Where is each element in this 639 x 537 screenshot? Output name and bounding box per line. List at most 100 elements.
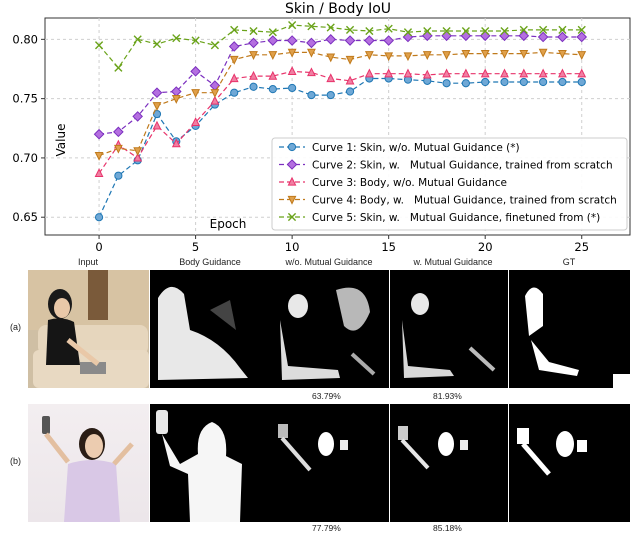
iou-wo-b: 77.79% <box>312 523 341 533</box>
data-point <box>539 77 548 87</box>
data-point <box>500 68 509 78</box>
data-point <box>537 31 549 43</box>
legend-marker <box>287 195 297 205</box>
data-point <box>171 138 181 148</box>
iou-w-a: 81.93% <box>433 391 462 401</box>
data-point <box>249 51 258 60</box>
data-point <box>171 95 181 104</box>
data-point <box>307 90 316 100</box>
data-point <box>345 55 355 65</box>
data-point <box>248 37 259 49</box>
y-axis-label: Value <box>54 124 68 157</box>
legend-label: Curve 3: Body, w/o. Mutual Guidance <box>312 177 507 189</box>
data-point <box>558 49 567 59</box>
data-point <box>480 68 490 78</box>
data-point <box>268 70 278 80</box>
x-tick-label: 20 <box>478 240 493 254</box>
col-label-wo-mutual: w/o. Mutual Guidance <box>285 257 373 267</box>
data-point <box>500 77 509 87</box>
data-point <box>268 51 278 60</box>
data-point <box>538 48 548 58</box>
legend-box <box>271 137 628 231</box>
data-point <box>210 89 220 98</box>
data-point <box>345 25 355 34</box>
data-point <box>481 26 490 36</box>
data-point <box>364 68 374 78</box>
x-tick-label: 0 <box>95 240 102 254</box>
data-point <box>190 66 201 77</box>
data-point <box>576 31 588 43</box>
data-point <box>384 68 394 78</box>
data-point <box>442 68 451 78</box>
data-point <box>249 70 258 80</box>
data-point <box>133 35 142 44</box>
data-point <box>230 88 239 97</box>
row-label-b: (b) <box>10 456 21 466</box>
data-point <box>383 35 394 46</box>
data-point <box>133 147 143 157</box>
legend-marker <box>287 212 297 222</box>
data-point <box>306 37 317 49</box>
x-axis-label: Epoch <box>210 217 247 231</box>
data-point <box>558 68 567 78</box>
data-point <box>249 82 258 91</box>
data-point <box>480 49 490 59</box>
data-point <box>94 168 104 177</box>
data-point <box>365 26 374 36</box>
data-point <box>229 73 239 83</box>
data-point <box>344 35 356 46</box>
data-point <box>325 34 337 45</box>
series-line <box>98 24 582 69</box>
data-point <box>577 77 586 87</box>
iou-wo-a: 63.79% <box>312 391 341 401</box>
legend-marker <box>287 142 297 152</box>
data-point <box>442 26 451 36</box>
data-point <box>461 68 471 78</box>
person-selfie-illustration <box>42 416 134 522</box>
wo-mutual-result-b <box>266 404 389 522</box>
data-point <box>94 41 104 50</box>
col-label-body-guidance: Body Guidance <box>179 257 241 267</box>
person-sitting-illustration <box>28 270 149 388</box>
data-point <box>210 41 219 50</box>
data-point <box>519 25 528 34</box>
data-point <box>500 26 509 36</box>
data-point <box>191 36 200 45</box>
legend-marker <box>286 159 298 170</box>
data-point <box>326 23 335 32</box>
data-point <box>461 79 470 88</box>
legend-marker <box>287 176 297 186</box>
x-tick-label: 10 <box>285 240 300 254</box>
iou-chart: Skin / Body IoU 0 5 10 15 20 25 0.650.700.750… <box>12 1 631 254</box>
data-point <box>384 24 393 33</box>
data-point <box>364 51 374 60</box>
series-layer <box>93 21 588 222</box>
x-tick-label: 5 <box>192 240 199 254</box>
data-point <box>577 25 586 34</box>
data-point <box>403 52 413 62</box>
series-line <box>98 51 582 157</box>
data-point <box>538 68 548 78</box>
data-point <box>230 25 239 34</box>
data-point <box>519 68 529 78</box>
data-point <box>326 90 335 100</box>
y-tick-label: 0.75 <box>12 92 38 106</box>
input-photo-a <box>28 270 149 388</box>
data-point <box>191 89 201 98</box>
data-point <box>423 26 432 36</box>
data-point <box>577 51 587 60</box>
y-ticks: 0.65 0.70 0.75 0.80 <box>12 32 45 224</box>
x-tick-label: 15 <box>381 240 396 254</box>
data-point <box>557 31 568 43</box>
data-point <box>286 35 298 46</box>
row-label-a: (a) <box>10 322 21 332</box>
data-point <box>229 55 239 65</box>
legend-label: Curve 2: Skin, w. Mutual Guidance, train… <box>312 160 613 172</box>
legend-label: Curve 1: Skin, w/o. Mutual Guidance (*) <box>312 142 520 154</box>
data-point <box>267 35 279 46</box>
x-ticks: 0 5 10 15 20 25 <box>95 235 589 254</box>
data-point <box>461 26 470 36</box>
data-point <box>114 171 123 180</box>
w-mutual-result-b <box>390 404 508 522</box>
data-point <box>249 26 258 36</box>
